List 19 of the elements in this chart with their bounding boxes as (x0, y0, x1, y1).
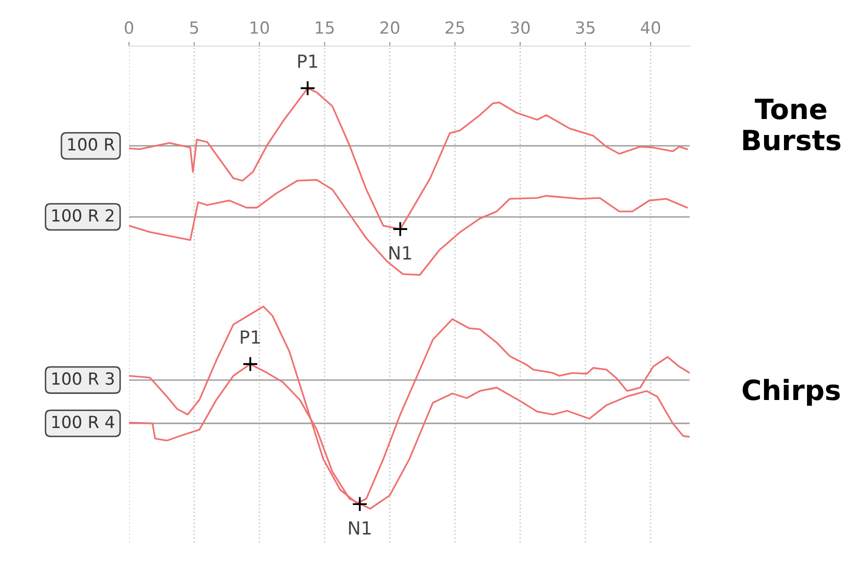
x-tick-label: 0 (124, 21, 134, 34)
x-tick-label: 30 (510, 21, 530, 34)
ref-line-label: 100 R 3 (52, 372, 114, 385)
text: Chirps (742, 378, 840, 406)
text: Tone Bursts (743, 98, 840, 151)
x-tick-label: 5 (190, 22, 198, 34)
ref-line-label: 100 R 2 (52, 209, 114, 222)
annotation: N1 (349, 521, 371, 534)
x-tick-label: 25 (446, 21, 464, 34)
annotation: N1 (390, 246, 412, 260)
ref-line-label: 100 R 4 (52, 416, 114, 428)
x-tick-label: 15 (316, 22, 334, 34)
ref-line-label: 100 R (68, 138, 115, 151)
x-tick-label: 35 (576, 21, 595, 34)
x-tick-label: 20 (380, 21, 400, 34)
annotation: P1 (298, 54, 318, 68)
x-tick-label: 10 (250, 21, 269, 34)
x-tick-label: 40 (640, 21, 660, 34)
annotation: P1 (240, 330, 260, 344)
